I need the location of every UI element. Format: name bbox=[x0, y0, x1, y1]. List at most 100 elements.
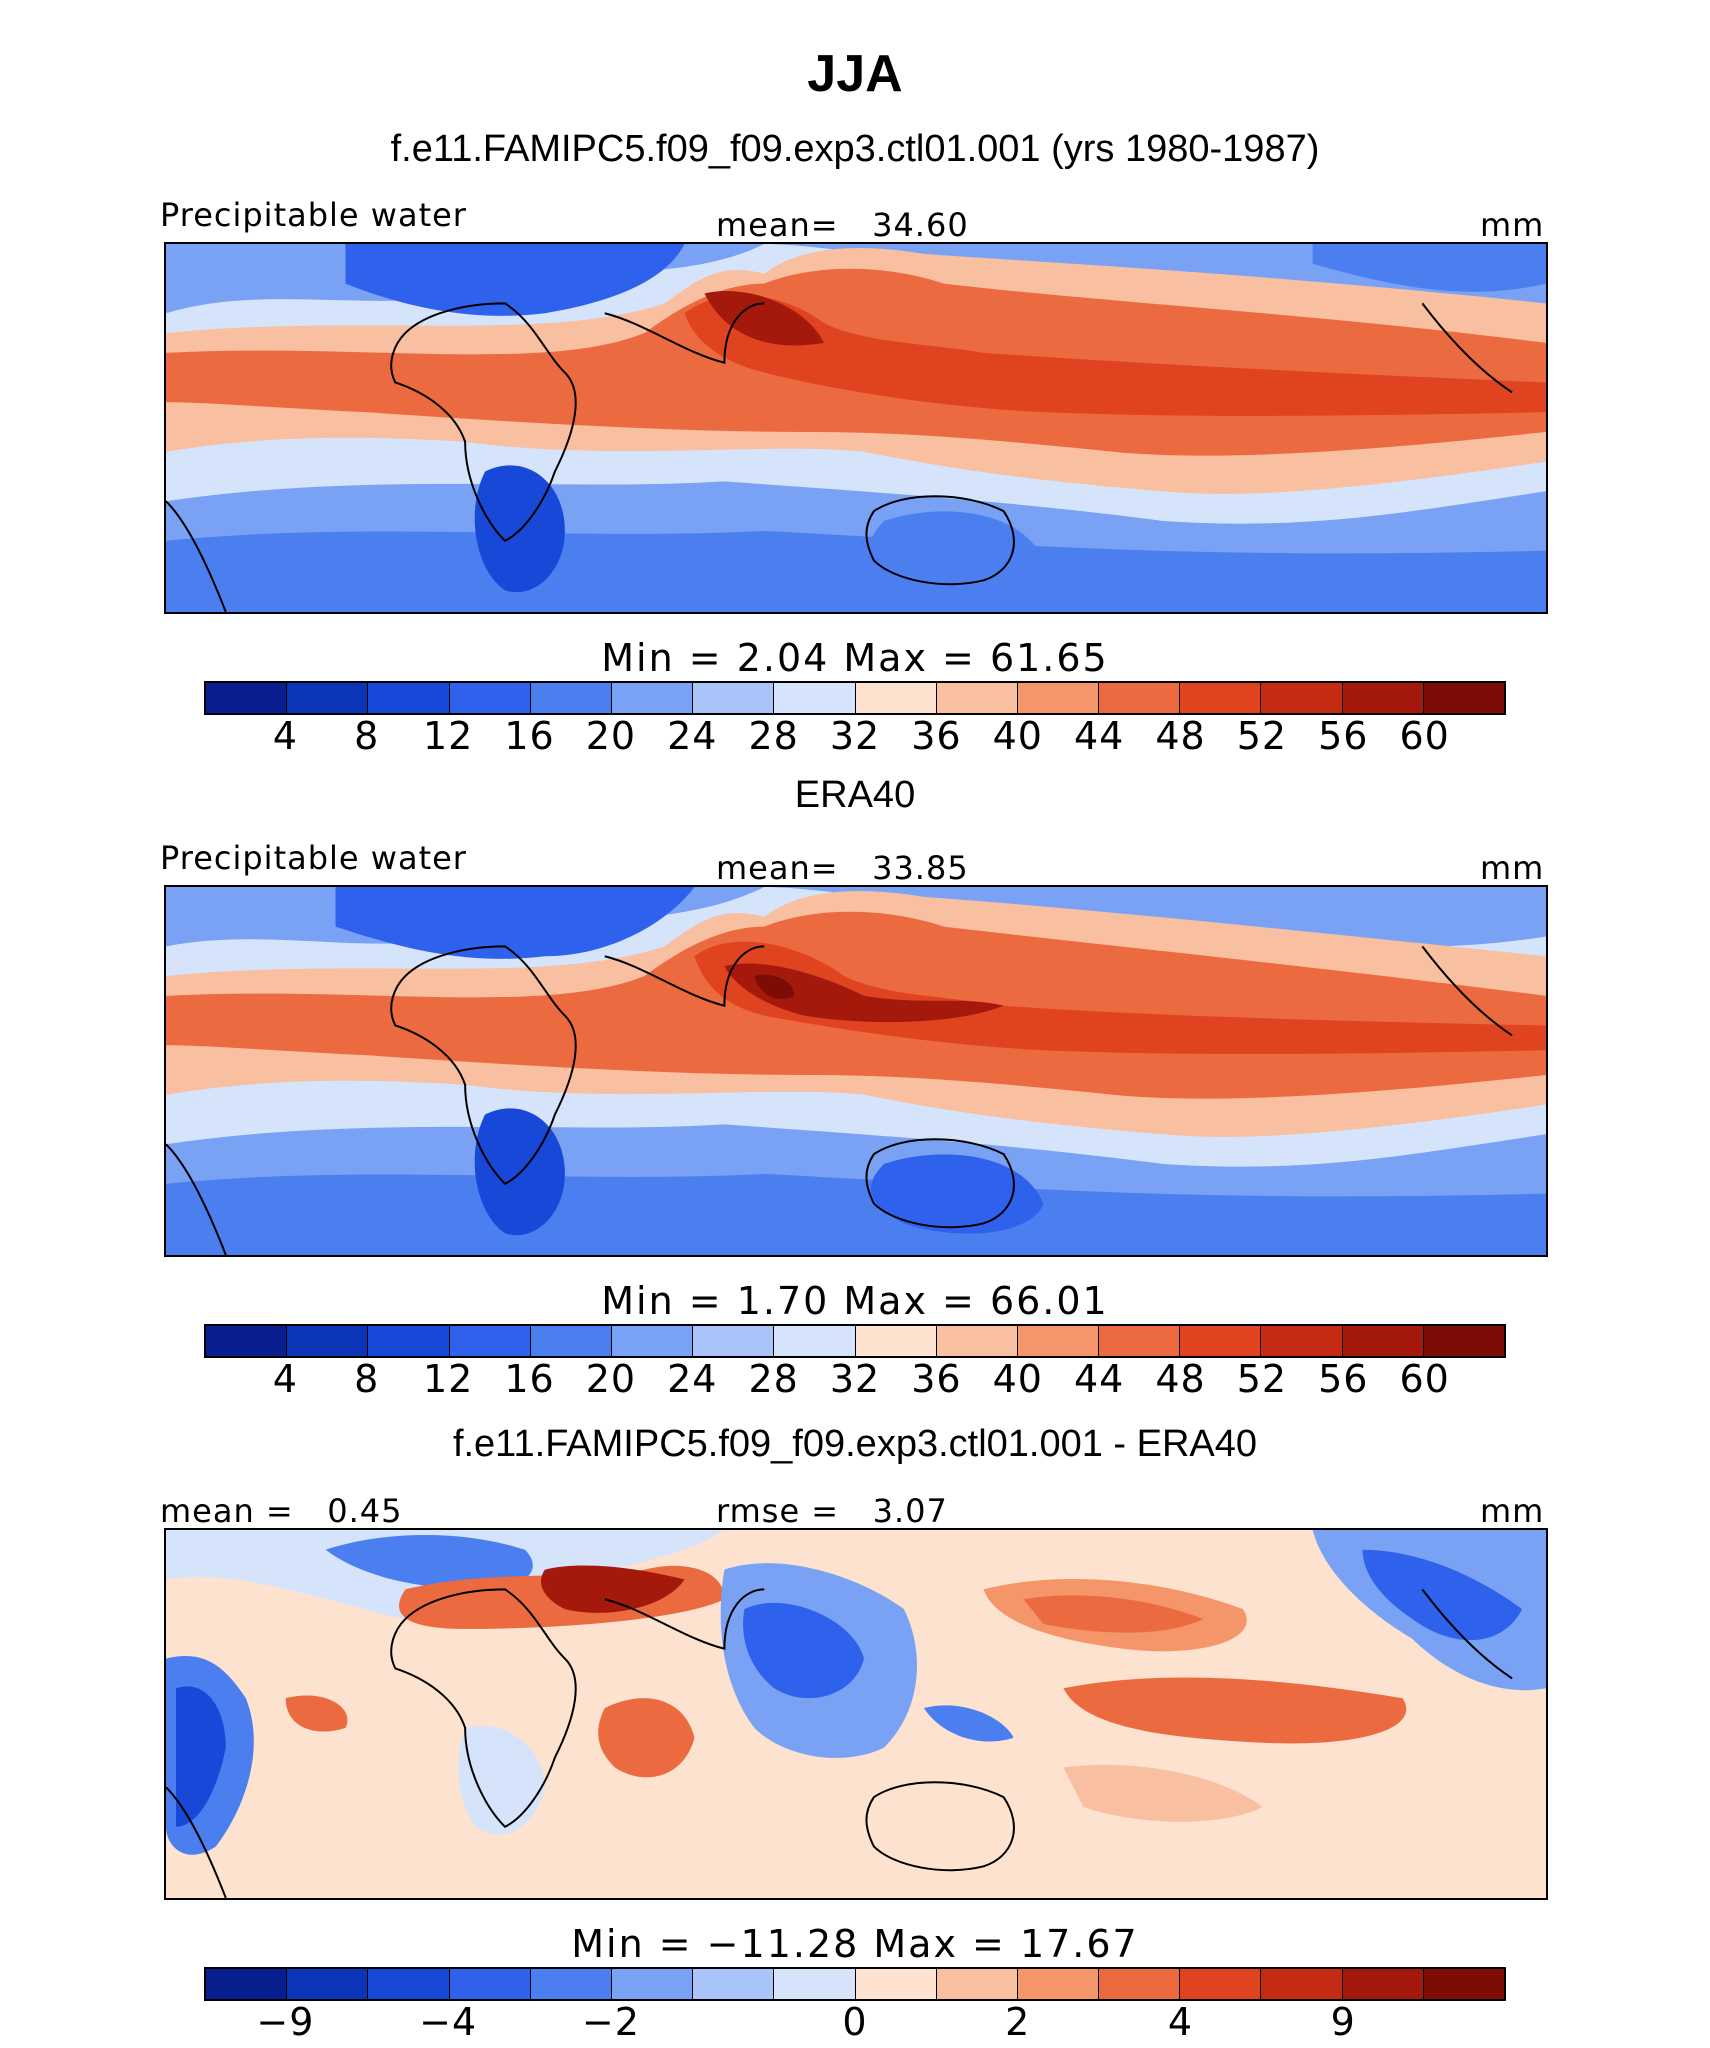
colorbar-segment bbox=[936, 1969, 1018, 1999]
panel2-stats: Min = 1.70 Max = 66.01 bbox=[601, 1279, 1109, 1323]
colorbar-tick-label: 52 bbox=[1236, 1357, 1288, 1401]
colorbar-segment bbox=[449, 1969, 531, 1999]
colorbar-tick-label: 48 bbox=[1155, 1357, 1206, 1401]
colorbar-tick-label: 60 bbox=[1399, 714, 1450, 758]
colorbar-segment bbox=[855, 1326, 937, 1356]
colorbar-segment bbox=[368, 683, 450, 713]
colorbar-segment bbox=[855, 683, 937, 713]
colorbar-tick-label: 24 bbox=[667, 1357, 718, 1401]
panel3-rmse-label: rmse = bbox=[716, 1492, 840, 1530]
colorbar-segment bbox=[611, 683, 694, 713]
panel2-mean-value: 33.85 bbox=[872, 849, 969, 887]
panel3-colorbar bbox=[204, 1967, 1506, 2001]
colorbar-tick-label: 40 bbox=[992, 1357, 1043, 1401]
panel2-mean-label: mean= bbox=[716, 849, 839, 887]
colorbar-segment bbox=[530, 683, 612, 713]
colorbar-tick-label: 4 bbox=[272, 714, 298, 758]
colorbar-segment bbox=[774, 1969, 856, 1999]
colorbar-segment bbox=[449, 1326, 531, 1356]
colorbar-tick-label: −9 bbox=[256, 2000, 315, 2044]
colorbar-tick-label: 44 bbox=[1073, 1357, 1125, 1401]
colorbar-segment bbox=[611, 1326, 694, 1356]
panel3-rmse-value: 3.07 bbox=[872, 1492, 948, 1530]
colorbar-segment bbox=[368, 1326, 450, 1356]
colorbar-tick-label: 20 bbox=[585, 1357, 637, 1401]
panel2-variable-label: Precipitable water bbox=[160, 839, 467, 877]
colorbar-tick-label: 16 bbox=[504, 1357, 555, 1401]
panel2-title: ERA40 bbox=[794, 774, 916, 816]
panel1-colorbar bbox=[204, 681, 1506, 715]
colorbar-segment bbox=[1180, 1969, 1262, 1999]
colorbar-tick-label: 32 bbox=[829, 714, 881, 758]
colorbar-tick-label: −4 bbox=[419, 2000, 478, 2044]
colorbar-segment bbox=[1342, 1326, 1424, 1356]
panel3-units: mm bbox=[1480, 1492, 1545, 1530]
colorbar-segment bbox=[1423, 683, 1504, 713]
panel1-colorbar-ticks: 4 8 12 16 20 24 28 32 36 40 44 48 52 56 60 bbox=[204, 714, 1506, 758]
panel1-stats: Min = 2.04 Max = 61.65 bbox=[601, 636, 1109, 680]
colorbar-segment bbox=[936, 683, 1018, 713]
panel3-colorbar-ticks: −9 −4 −2 0 2 4 9 bbox=[204, 2000, 1506, 2044]
colorbar-tick-label: 24 bbox=[667, 714, 718, 758]
colorbar-tick-label: −2 bbox=[581, 2000, 640, 2044]
colorbar-segment bbox=[1017, 1326, 1100, 1356]
colorbar-segment bbox=[1342, 683, 1424, 713]
panel2-map bbox=[164, 885, 1548, 1257]
colorbar-tick-label: 60 bbox=[1399, 1357, 1450, 1401]
colorbar-tick-label: 48 bbox=[1155, 714, 1206, 758]
colorbar-segment bbox=[206, 1326, 288, 1356]
colorbar-segment bbox=[1261, 1326, 1343, 1356]
panel3-rmse: rmse = 3.07 bbox=[716, 1492, 948, 1530]
colorbar-tick-label: 40 bbox=[992, 714, 1043, 758]
colorbar-segment bbox=[449, 683, 531, 713]
panel1-mean: mean= 34.60 bbox=[716, 206, 969, 244]
colorbar-segment bbox=[1180, 1326, 1262, 1356]
colorbar-tick-label: 44 bbox=[1073, 714, 1125, 758]
colorbar-segment bbox=[936, 1326, 1018, 1356]
colorbar-segment bbox=[1261, 683, 1343, 713]
colorbar-tick-label: 32 bbox=[829, 1357, 881, 1401]
colorbar-segment bbox=[693, 1969, 775, 1999]
colorbar-segment bbox=[1261, 1969, 1343, 1999]
colorbar-tick-label: 56 bbox=[1318, 714, 1369, 758]
colorbar-tick-label: 56 bbox=[1318, 1357, 1369, 1401]
colorbar-tick-label: 0 bbox=[842, 2000, 868, 2044]
colorbar-tick-label: 12 bbox=[422, 714, 474, 758]
colorbar-segment bbox=[206, 683, 288, 713]
plot-subtitle: f.e11.FAMIPC5.f09_f09.exp3.ctl01.001 (yr… bbox=[390, 128, 1320, 170]
colorbar-segment bbox=[774, 1326, 856, 1356]
colorbar-segment bbox=[206, 1969, 288, 1999]
colorbar-segment bbox=[1423, 1326, 1504, 1356]
colorbar-segment bbox=[368, 1969, 450, 1999]
colorbar-tick-label: 8 bbox=[354, 1357, 380, 1401]
panel1-map bbox=[164, 242, 1548, 614]
colorbar-segment bbox=[855, 1969, 937, 1999]
colorbar-tick-label: 28 bbox=[748, 714, 799, 758]
panel3-mean-value: 0.45 bbox=[327, 1492, 403, 1530]
colorbar-tick-label: 8 bbox=[354, 714, 380, 758]
colorbar-tick-label: 36 bbox=[911, 714, 962, 758]
page-title: JJA bbox=[807, 45, 903, 103]
colorbar-tick-label: 20 bbox=[585, 714, 637, 758]
colorbar-tick-label: 16 bbox=[504, 714, 555, 758]
panel3-mean: mean = 0.45 bbox=[160, 1492, 403, 1530]
panel3-stats: Min = −11.28 Max = 17.67 bbox=[571, 1922, 1139, 1966]
colorbar-segment bbox=[611, 1969, 694, 1999]
colorbar-segment bbox=[693, 1326, 775, 1356]
colorbar-segment bbox=[1099, 1969, 1181, 1999]
panel1-mean-value: 34.60 bbox=[872, 206, 969, 244]
colorbar-segment bbox=[1017, 1969, 1100, 1999]
colorbar-tick-label: 36 bbox=[911, 1357, 962, 1401]
colorbar-segment bbox=[693, 683, 775, 713]
colorbar-segment bbox=[1342, 1969, 1424, 1999]
panel2-units: mm bbox=[1480, 849, 1545, 887]
colorbar-segment bbox=[530, 1969, 612, 1999]
colorbar-tick-label: 28 bbox=[748, 1357, 799, 1401]
colorbar-segment bbox=[1099, 1326, 1181, 1356]
panel1-variable-label: Precipitable water bbox=[160, 196, 467, 234]
colorbar-segment bbox=[287, 1326, 369, 1356]
panel3-map bbox=[164, 1528, 1548, 1900]
colorbar-tick-label: 4 bbox=[1167, 2000, 1194, 2044]
colorbar-tick-label: 2 bbox=[1005, 2000, 1031, 2044]
colorbar-segment bbox=[1423, 1969, 1504, 1999]
